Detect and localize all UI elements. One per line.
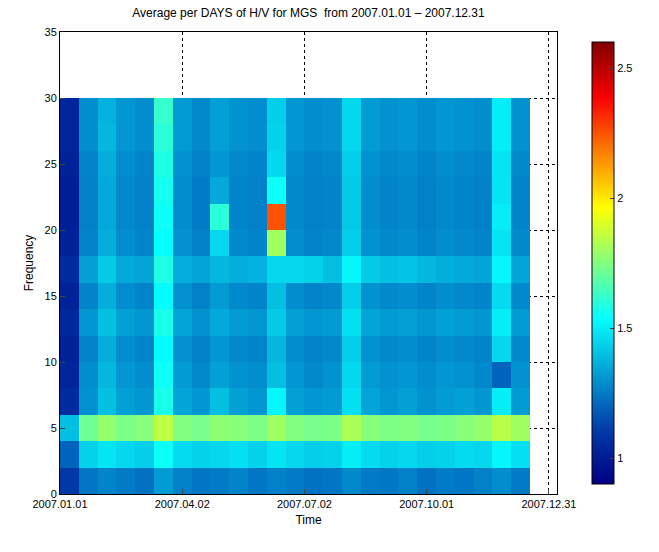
svg-text:2007.04.02: 2007.04.02: [155, 498, 210, 510]
svg-text:20: 20: [45, 224, 57, 236]
svg-text:2007.12.31: 2007.12.31: [521, 498, 576, 510]
svg-text:2.5: 2.5: [617, 62, 632, 74]
svg-text:30: 30: [45, 92, 57, 104]
svg-text:0: 0: [51, 488, 57, 500]
svg-text:2007.01.01: 2007.01.01: [32, 498, 87, 510]
svg-text:25: 25: [45, 158, 57, 170]
svg-text:2: 2: [617, 192, 623, 204]
svg-text:1: 1: [617, 452, 623, 464]
svg-text:15: 15: [45, 290, 57, 302]
svg-text:1.5: 1.5: [617, 322, 632, 334]
svg-text:2007.07.02: 2007.07.02: [277, 498, 332, 510]
svg-text:10: 10: [45, 356, 57, 368]
svg-text:2007.10.01: 2007.10.01: [399, 498, 454, 510]
svg-text:5: 5: [51, 422, 57, 434]
svg-text:Time: Time: [295, 513, 322, 527]
svg-text:Frequency: Frequency: [22, 235, 36, 292]
svg-text:35: 35: [45, 26, 57, 38]
svg-text:Average per DAYS of H/V for MG: Average per DAYS of H/V for MGS from 200…: [132, 6, 485, 20]
